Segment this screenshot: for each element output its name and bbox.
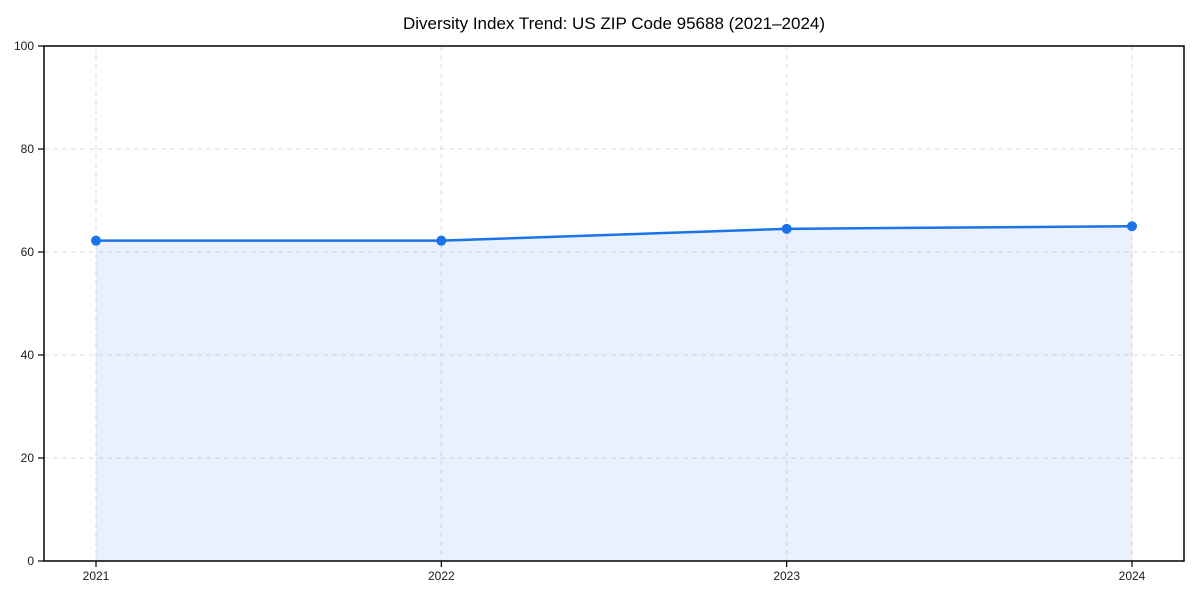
series-line xyxy=(94,225,1134,242)
axes-frame xyxy=(43,45,1185,562)
x-tick-label: 2022 xyxy=(428,569,455,583)
data-point-marker xyxy=(436,235,447,246)
y-tick-label: 100 xyxy=(14,39,34,53)
y-tick-label: 60 xyxy=(21,245,35,259)
series-area-fill xyxy=(96,226,1132,561)
x-tick-label: 2024 xyxy=(1119,569,1146,583)
y-tick-label: 0 xyxy=(27,554,34,568)
x-tick-label: 2021 xyxy=(83,569,110,583)
data-point-marker xyxy=(781,223,792,234)
data-point-marker xyxy=(1127,221,1137,232)
x-tick-label: 2023 xyxy=(773,569,800,583)
y-tick-label: 80 xyxy=(21,142,35,156)
chart-title: Diversity Index Trend: US ZIP Code 95688… xyxy=(402,14,826,33)
y-tick-label: 20 xyxy=(21,451,35,465)
data-point-marker xyxy=(91,235,101,246)
y-tick-label: 40 xyxy=(21,348,35,362)
